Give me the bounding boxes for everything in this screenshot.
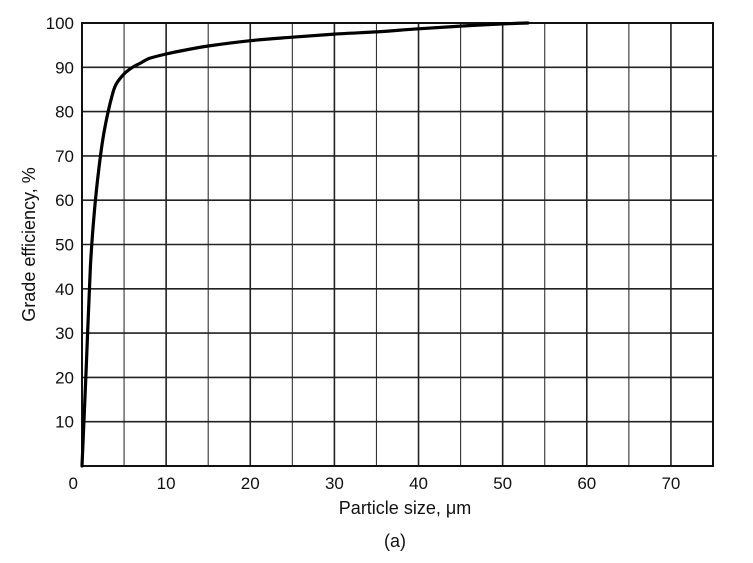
x-tick-labels: 0 10 20 30 40 50 60 70 [69, 474, 681, 493]
x-axis-label: Particle size, μm [339, 498, 471, 518]
y-tick-label-20: 20 [55, 368, 74, 387]
x-tick-label-60: 60 [577, 474, 596, 493]
y-tick-label-10: 10 [55, 413, 74, 432]
y-tick-label-40: 40 [55, 280, 74, 299]
x-tick-label-30: 30 [325, 474, 344, 493]
y-tick-label-60: 60 [55, 191, 74, 210]
y-tick-labels: 10 20 30 40 50 60 70 80 90 100 [46, 14, 74, 432]
x-tick-label-50: 50 [493, 474, 512, 493]
y-tick-label-80: 80 [55, 103, 74, 122]
y-tick-label-30: 30 [55, 324, 74, 343]
y-tick-label-70: 70 [55, 147, 74, 166]
x-tick-label-70: 70 [661, 474, 680, 493]
y-tick-label-50: 50 [55, 236, 74, 255]
x-tick-label-10: 10 [157, 474, 176, 493]
x-tick-label-40: 40 [409, 474, 428, 493]
y-tick-label-90: 90 [55, 58, 74, 77]
plot-frame [81, 22, 714, 467]
x-tick-label-20: 20 [241, 474, 260, 493]
y-axis-label: Grade efficiency, % [19, 167, 39, 321]
grid [82, 23, 717, 466]
grade-efficiency-curve [80, 21, 530, 468]
x-tick-label-0: 0 [69, 474, 78, 493]
figure-caption: (a) [384, 531, 406, 551]
y-tick-label-100: 100 [46, 14, 74, 33]
